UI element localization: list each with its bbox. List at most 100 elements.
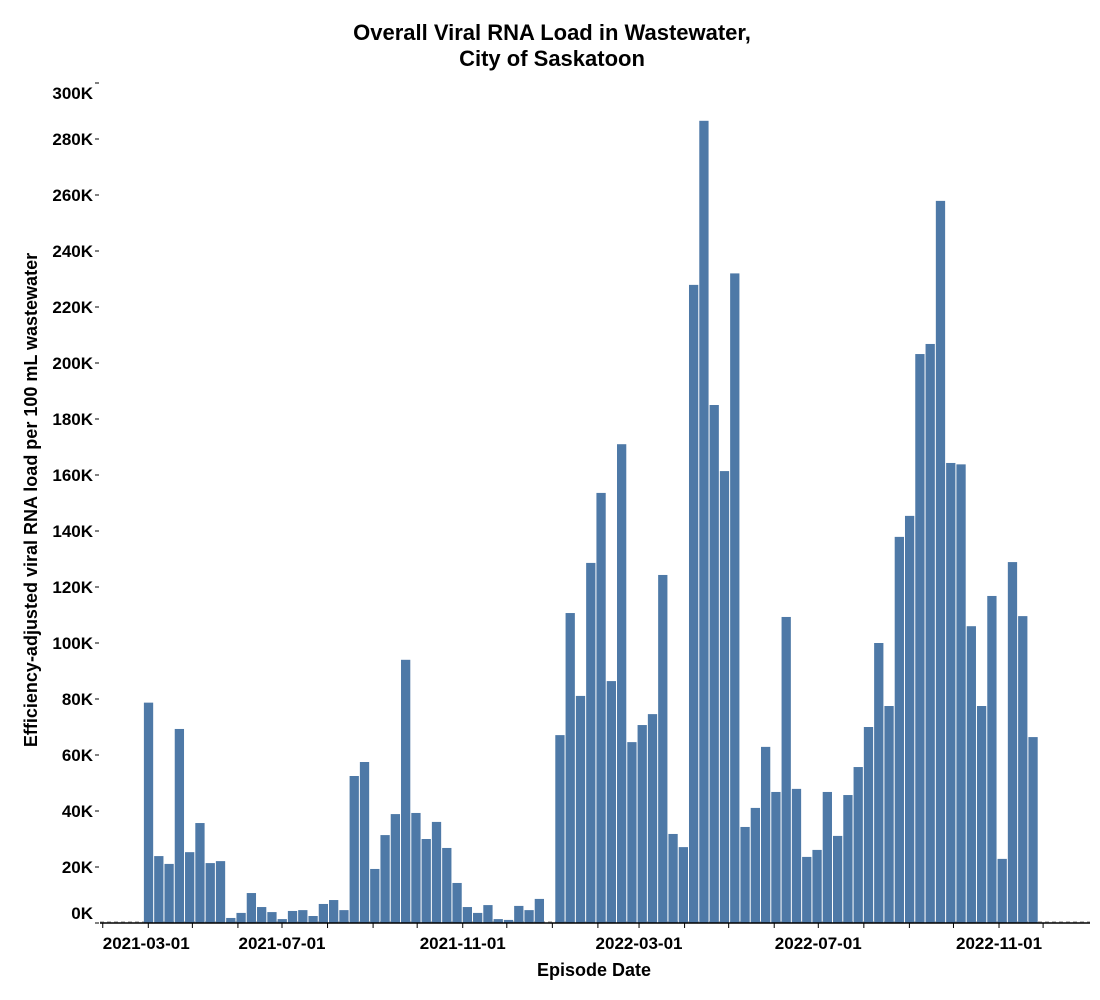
bar <box>750 807 760 923</box>
bar <box>915 354 925 923</box>
bar <box>493 919 503 923</box>
bar <box>555 735 565 923</box>
bar <box>740 826 750 923</box>
x-tick-label: 2022-11-01 <box>956 934 1042 953</box>
bars <box>143 120 1038 924</box>
x-axis-title: Episode Date <box>537 960 651 980</box>
bar <box>976 706 987 923</box>
bar <box>359 762 370 923</box>
x-tick-label: 2022-03-01 <box>596 934 683 953</box>
bar <box>606 681 617 923</box>
bar <box>812 849 822 923</box>
bar <box>688 284 699 923</box>
bar <box>431 821 442 923</box>
bar <box>730 273 740 923</box>
bar <box>760 746 771 923</box>
bar <box>524 910 534 923</box>
x-axis: 2021-03-01 2021-07-01 2021-11-01 2022-03-01… <box>100 922 1090 953</box>
x-tick-label: 2021-07-01 <box>239 934 326 953</box>
bar <box>143 702 154 923</box>
bar <box>174 728 185 923</box>
bar <box>719 471 730 923</box>
y-tick-label: 200K <box>52 354 93 373</box>
bar <box>236 912 246 923</box>
chart-title-line-2: City of Saskatoon <box>459 46 645 71</box>
bar <box>442 847 452 923</box>
y-axis: 0K 20K 40K 60K 80K 100K 120K 140K 160K 180K 200K 22… <box>52 82 99 924</box>
y-tick-label: 280K <box>52 130 93 149</box>
bar <box>946 462 956 923</box>
bar <box>503 919 514 923</box>
bar <box>277 919 287 923</box>
bar <box>452 882 462 923</box>
bar <box>380 835 390 923</box>
bar <box>596 492 606 923</box>
bar <box>627 742 637 923</box>
y-tick-label: 0K <box>71 904 93 923</box>
bar <box>678 847 688 923</box>
bar <box>956 464 966 923</box>
bar <box>370 868 380 923</box>
bar <box>699 120 709 924</box>
y-tick-label: 160K <box>52 466 93 485</box>
bar <box>709 405 719 923</box>
bar <box>843 795 853 923</box>
y-tick-label: 300K <box>52 84 93 103</box>
bar <box>637 725 647 923</box>
y-tick-label: 100K <box>52 634 93 653</box>
y-tick-label: 120K <box>52 578 93 597</box>
chart-title-line-1: Overall Viral RNA Load in Wastewater, <box>353 20 751 45</box>
bar <box>781 616 791 923</box>
bar <box>1018 616 1028 923</box>
bar <box>473 912 483 923</box>
y-tick-label: 220K <box>52 298 93 317</box>
bar <box>287 910 298 923</box>
bar <box>349 776 359 923</box>
bar <box>925 343 935 924</box>
bar <box>205 863 215 923</box>
bar <box>904 515 915 923</box>
bar <box>884 706 894 923</box>
y-tick-label: 260K <box>52 186 93 205</box>
bar <box>215 861 226 923</box>
bar <box>257 907 267 923</box>
y-tick-label: 20K <box>62 858 94 877</box>
y-tick-label: 180K <box>52 410 93 429</box>
bar <box>791 788 802 923</box>
y-tick-label: 80K <box>62 690 94 709</box>
bar <box>246 893 257 923</box>
bar <box>853 767 863 923</box>
bar <box>401 659 411 923</box>
bar <box>863 727 874 923</box>
bar <box>164 863 174 923</box>
bar <box>421 839 431 923</box>
bar <box>1028 737 1038 923</box>
bar <box>411 812 421 923</box>
bar <box>771 791 781 923</box>
bar <box>267 912 277 923</box>
bar <box>154 856 164 923</box>
bar <box>668 833 678 923</box>
x-tick-label: 2021-03-01 <box>103 934 190 953</box>
bar <box>534 898 545 923</box>
y-axis-title: Efficiency-adjusted viral RNA load per 1… <box>21 253 41 747</box>
bar <box>586 562 596 923</box>
bar <box>483 905 493 923</box>
bar <box>329 900 339 923</box>
y-tick-label: 40K <box>62 802 94 821</box>
bar <box>514 905 524 923</box>
bar <box>1007 562 1018 923</box>
bar <box>658 574 668 923</box>
bar <box>874 643 884 923</box>
bar <box>617 444 627 923</box>
y-tick-label: 240K <box>52 242 93 261</box>
x-tick-label: 2021-11-01 <box>420 934 506 953</box>
bar <box>987 595 997 923</box>
bar <box>935 200 946 923</box>
bar <box>832 835 843 923</box>
bar <box>339 910 349 923</box>
bar <box>966 626 976 923</box>
bar <box>647 714 658 923</box>
bar <box>308 916 318 923</box>
